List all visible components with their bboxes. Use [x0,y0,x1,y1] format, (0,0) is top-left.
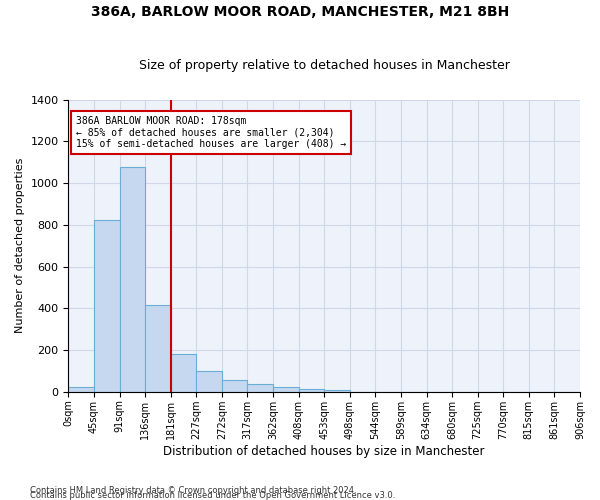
Bar [171,354,196,392]
Bar [273,386,299,392]
Bar [324,390,350,392]
Text: 386A BARLOW MOOR ROAD: 178sqm
← 85% of detached houses are smaller (2,304)
15% o: 386A BARLOW MOOR ROAD: 178sqm ← 85% of d… [76,116,346,150]
Bar [119,168,145,392]
Text: 386A, BARLOW MOOR ROAD, MANCHESTER, M21 8BH: 386A, BARLOW MOOR ROAD, MANCHESTER, M21 … [91,5,509,19]
Bar [196,371,222,392]
Bar [299,388,324,392]
Bar [94,220,119,392]
Text: Contains public sector information licensed under the Open Government Licence v3: Contains public sector information licen… [30,491,395,500]
X-axis label: Distribution of detached houses by size in Manchester: Distribution of detached houses by size … [163,444,485,458]
Text: Contains HM Land Registry data © Crown copyright and database right 2024.: Contains HM Land Registry data © Crown c… [30,486,356,495]
Bar [247,384,273,392]
Y-axis label: Number of detached properties: Number of detached properties [15,158,25,334]
Bar [145,305,171,392]
Bar [68,386,94,392]
Title: Size of property relative to detached houses in Manchester: Size of property relative to detached ho… [139,59,509,72]
Bar [222,380,247,392]
